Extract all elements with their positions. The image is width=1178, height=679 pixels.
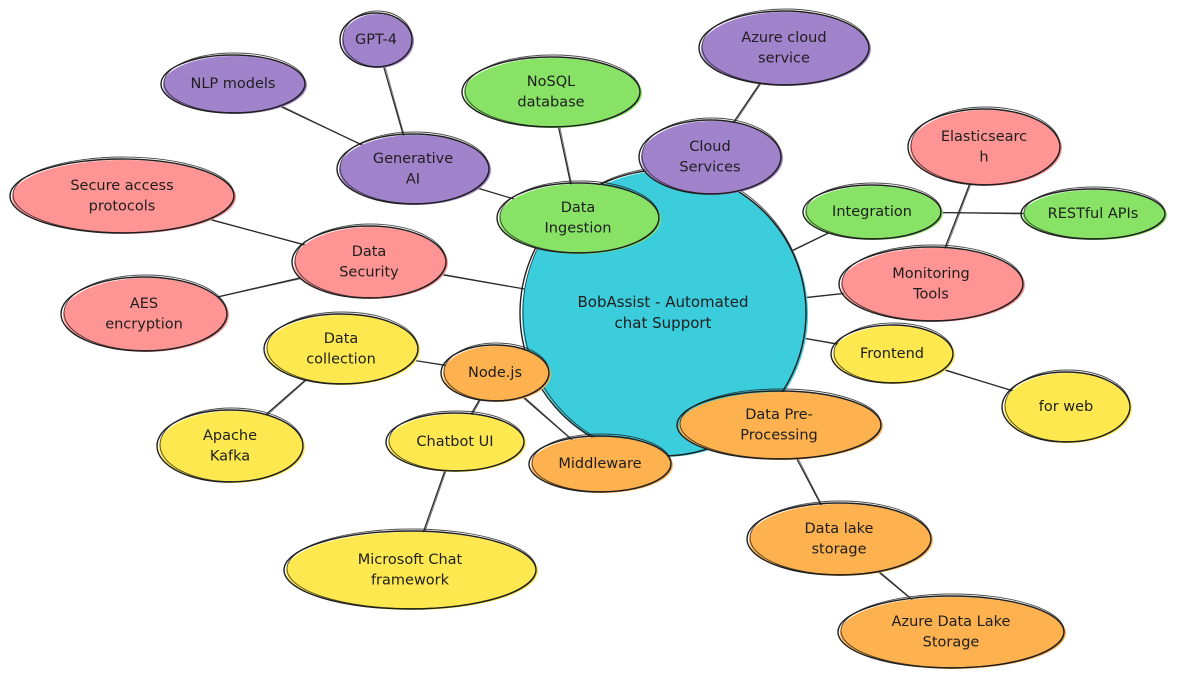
central-topic-label: BobAssist - Automated xyxy=(578,293,749,311)
monitoring-label: Monitoring xyxy=(892,266,970,282)
monitoring-node[interactable]: Monitoring Tools xyxy=(838,244,1025,322)
middleware-label: Middleware xyxy=(558,456,641,472)
secure-access-label: protocols xyxy=(89,198,156,214)
chatbot-ui-node[interactable]: Chatbot UI xyxy=(385,410,526,472)
aes-label: encryption xyxy=(105,316,183,332)
secure-access-node[interactable]: Secure access protocols xyxy=(9,156,236,234)
azure-cloud-node[interactable]: Azure cloud service xyxy=(698,8,871,86)
data-ingestion-node[interactable]: Data Ingestion xyxy=(496,180,661,254)
apache-kafka-label: Kafka xyxy=(210,448,250,464)
data-collection-label: Data xyxy=(324,331,359,347)
elasticsearch-label: Elasticsearc xyxy=(941,129,1027,145)
data-collection-node[interactable]: Data collection xyxy=(263,311,420,385)
elasticsearch-node[interactable]: Elasticsearc h xyxy=(907,106,1062,186)
azure-data-lake-node[interactable]: Azure Data Lake Storage xyxy=(837,593,1066,669)
central-topic-label: chat Support xyxy=(615,314,712,332)
data-preprocessing-node[interactable]: Data Pre- Processing xyxy=(676,388,883,460)
middleware-node[interactable]: Middleware xyxy=(528,433,673,493)
nlp-models-node[interactable]: NLP models xyxy=(160,52,307,114)
data-security-label: Data xyxy=(352,244,387,260)
generative-ai-label: Generative xyxy=(373,151,453,167)
generative-ai-node[interactable]: Generative AI xyxy=(336,131,491,205)
data-security-label: Security xyxy=(339,264,399,280)
elasticsearch-label: h xyxy=(979,149,988,165)
generative-ai-label: AI xyxy=(406,171,420,187)
restful-node[interactable]: RESTful APIs xyxy=(1020,186,1167,240)
ms-chat-label: Microsoft Chat xyxy=(358,552,463,568)
nodejs-label: Node.js xyxy=(468,365,522,381)
data-ingestion-label: Ingestion xyxy=(545,220,612,236)
azure-cloud-label: Azure cloud xyxy=(741,30,826,46)
data-preprocessing-label: Processing xyxy=(740,427,817,443)
ms-chat-label: framework xyxy=(371,572,450,588)
for-web-node[interactable]: for web xyxy=(1001,369,1132,443)
data-security-node[interactable]: Data Security xyxy=(291,223,448,299)
data-lake-label: storage xyxy=(811,541,866,557)
data-preprocessing-label: Data Pre- xyxy=(745,407,813,423)
azure-data-lake-label: Storage xyxy=(923,634,980,650)
cloud-services-label: Cloud xyxy=(689,139,730,155)
node-layer: BobAssist - Automated chat Support GPT-4 NL… xyxy=(9,8,1167,669)
azure-data-lake-label: Azure Data Lake xyxy=(892,614,1011,630)
apache-kafka-node[interactable]: Apache Kafka xyxy=(156,407,305,483)
monitoring-label: Tools xyxy=(912,286,949,302)
data-ingestion-label: Data xyxy=(561,200,596,216)
cloud-services-label: Services xyxy=(679,159,740,175)
aes-node[interactable]: AES encryption xyxy=(60,274,229,352)
azure-cloud-label: service xyxy=(758,50,810,66)
for-web-label: for web xyxy=(1039,399,1094,415)
nosql-label: NoSQL xyxy=(527,74,575,90)
integration-label: Integration xyxy=(832,204,912,220)
nodejs-node[interactable]: Node.js xyxy=(440,342,551,402)
data-lake-label: Data lake xyxy=(805,521,874,537)
secure-access-label: Secure access xyxy=(70,178,173,194)
ms-chat-node[interactable]: Microsoft Chat framework xyxy=(283,528,538,610)
data-lake-node[interactable]: Data lake storage xyxy=(746,500,933,576)
aes-label: AES xyxy=(130,296,158,312)
nosql-node[interactable]: NoSQL database xyxy=(461,54,642,128)
chatbot-ui-label: Chatbot UI xyxy=(416,434,493,450)
nlp-models-label: NLP models xyxy=(191,76,276,92)
gpt4-node[interactable]: GPT-4 xyxy=(339,10,414,68)
cloud-services-node[interactable]: Cloud Services xyxy=(638,117,783,195)
data-collection-label: collection xyxy=(306,351,376,367)
apache-kafka-label: Apache xyxy=(203,428,257,444)
nosql-label: database xyxy=(517,94,584,110)
restful-label: RESTful APIs xyxy=(1048,206,1139,222)
frontend-node[interactable]: Frontend xyxy=(830,322,955,384)
gpt4-label: GPT-4 xyxy=(355,32,397,48)
integration-node[interactable]: Integration xyxy=(802,182,943,240)
frontend-label: Frontend xyxy=(860,346,924,362)
